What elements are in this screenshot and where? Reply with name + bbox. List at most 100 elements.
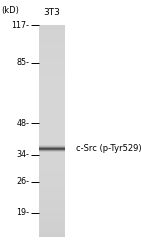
Text: 26-: 26- <box>17 177 30 186</box>
Bar <box>39 185 65 186</box>
Bar <box>39 57 65 58</box>
Bar <box>39 104 65 105</box>
Bar <box>39 128 65 129</box>
Bar <box>39 200 65 201</box>
Bar <box>39 181 65 182</box>
Text: 34-: 34- <box>17 150 30 159</box>
Bar <box>39 156 65 157</box>
Bar <box>39 178 65 179</box>
Bar <box>39 43 65 45</box>
Bar <box>39 167 65 168</box>
Bar <box>39 82 65 83</box>
Bar <box>39 40 65 41</box>
Bar <box>39 52 65 53</box>
Bar <box>39 147 65 148</box>
Bar <box>39 133 65 135</box>
Bar <box>39 102 65 103</box>
Bar <box>39 110 65 111</box>
Bar <box>39 231 65 232</box>
Bar <box>39 45 65 46</box>
Bar <box>39 226 65 227</box>
Bar <box>39 214 65 215</box>
Bar <box>39 162 65 163</box>
Bar <box>39 90 65 91</box>
Bar <box>39 213 65 214</box>
Bar <box>39 56 65 57</box>
Bar <box>39 88 65 89</box>
Bar <box>39 172 65 173</box>
Text: 3T3: 3T3 <box>44 8 61 17</box>
Bar <box>39 225 65 226</box>
Bar <box>39 146 65 147</box>
Bar <box>39 33 65 34</box>
Bar <box>39 221 65 222</box>
Bar <box>39 199 65 200</box>
Text: 19-: 19- <box>17 208 30 218</box>
Bar <box>39 143 65 144</box>
Bar <box>39 195 65 196</box>
Bar <box>39 148 65 149</box>
Bar <box>39 197 65 198</box>
Bar <box>39 118 65 119</box>
Bar <box>39 152 65 153</box>
Bar <box>39 229 65 230</box>
Bar <box>39 36 65 37</box>
Bar <box>39 111 65 112</box>
Bar <box>39 87 65 88</box>
Bar <box>39 48 65 49</box>
Bar <box>39 125 65 126</box>
Bar <box>39 75 65 76</box>
Bar <box>39 198 65 199</box>
Bar <box>39 114 65 115</box>
Bar <box>39 131 65 132</box>
Bar <box>39 166 65 167</box>
Bar <box>39 73 65 74</box>
Bar <box>39 157 65 158</box>
Bar <box>39 187 65 189</box>
Bar <box>39 126 65 127</box>
Bar <box>39 69 65 70</box>
Bar <box>39 186 65 187</box>
Bar <box>39 28 65 29</box>
Bar <box>39 123 65 124</box>
Bar <box>39 209 65 210</box>
Bar <box>39 212 65 213</box>
Bar <box>39 112 65 113</box>
Bar <box>39 25 65 26</box>
Bar <box>39 108 65 109</box>
Bar <box>39 79 65 80</box>
Bar <box>39 161 65 162</box>
Bar <box>39 95 65 96</box>
Bar <box>39 76 65 77</box>
Bar <box>39 94 65 95</box>
Bar <box>39 232 65 233</box>
Bar <box>39 54 65 55</box>
Bar <box>39 49 65 50</box>
Bar <box>39 158 65 159</box>
Bar <box>39 202 65 203</box>
Bar <box>39 101 65 102</box>
Bar <box>39 61 65 62</box>
Bar <box>39 194 65 195</box>
Bar <box>39 120 65 121</box>
Bar <box>39 165 65 166</box>
Bar <box>39 222 65 223</box>
Bar <box>39 26 65 28</box>
Bar <box>39 228 65 229</box>
Bar <box>39 58 65 59</box>
Bar <box>39 175 65 176</box>
Bar <box>39 115 65 116</box>
Bar <box>39 62 65 63</box>
Bar <box>39 159 65 160</box>
Bar <box>39 29 65 30</box>
Bar <box>39 89 65 90</box>
Bar <box>39 182 65 183</box>
Bar <box>39 180 65 181</box>
Bar <box>39 208 65 209</box>
Bar <box>39 106 65 107</box>
Bar <box>39 227 65 228</box>
Bar <box>39 170 65 172</box>
Bar <box>39 107 65 108</box>
Bar <box>39 121 65 122</box>
Bar <box>39 32 65 33</box>
